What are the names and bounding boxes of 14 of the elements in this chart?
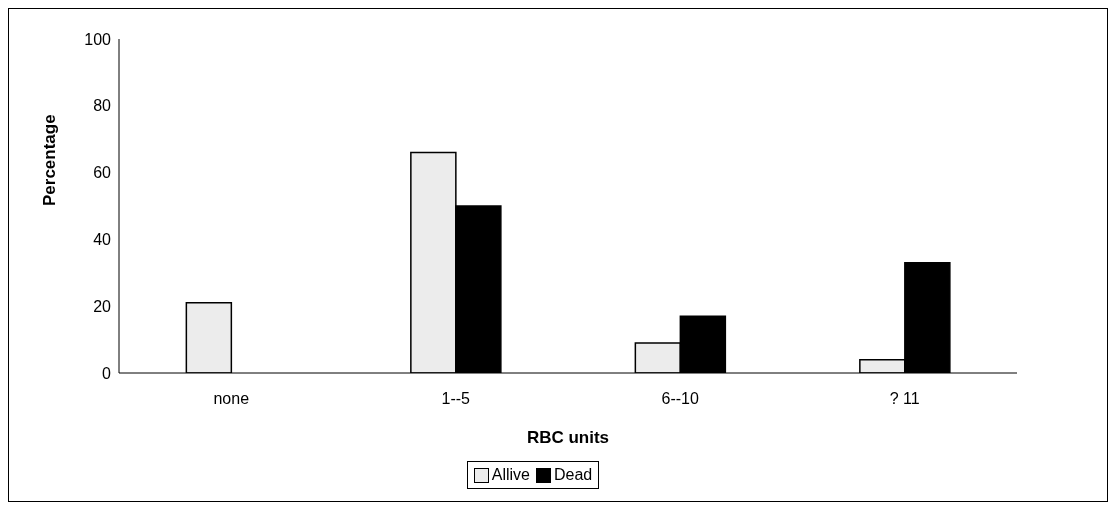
x-tick-label: 6--10 bbox=[661, 390, 700, 408]
y-tick-label: 20 bbox=[93, 297, 112, 315]
x-tick-label: ? 11 bbox=[889, 390, 920, 408]
y-tick-label: 80 bbox=[93, 97, 112, 115]
y-axis-title: Percentage bbox=[40, 114, 60, 206]
x-axis-title: RBC units bbox=[526, 428, 610, 447]
y-tick-label: 60 bbox=[93, 164, 112, 182]
x-tick-label: 1--5 bbox=[441, 390, 471, 408]
y-tick-label: 0 bbox=[102, 364, 112, 382]
y-tick-label: 40 bbox=[93, 231, 112, 249]
y-tick-label: 100 bbox=[84, 30, 112, 48]
x-tick-label: none bbox=[213, 390, 250, 408]
legend-label: Dead bbox=[553, 466, 593, 484]
legend-label: Allive bbox=[490, 466, 530, 484]
